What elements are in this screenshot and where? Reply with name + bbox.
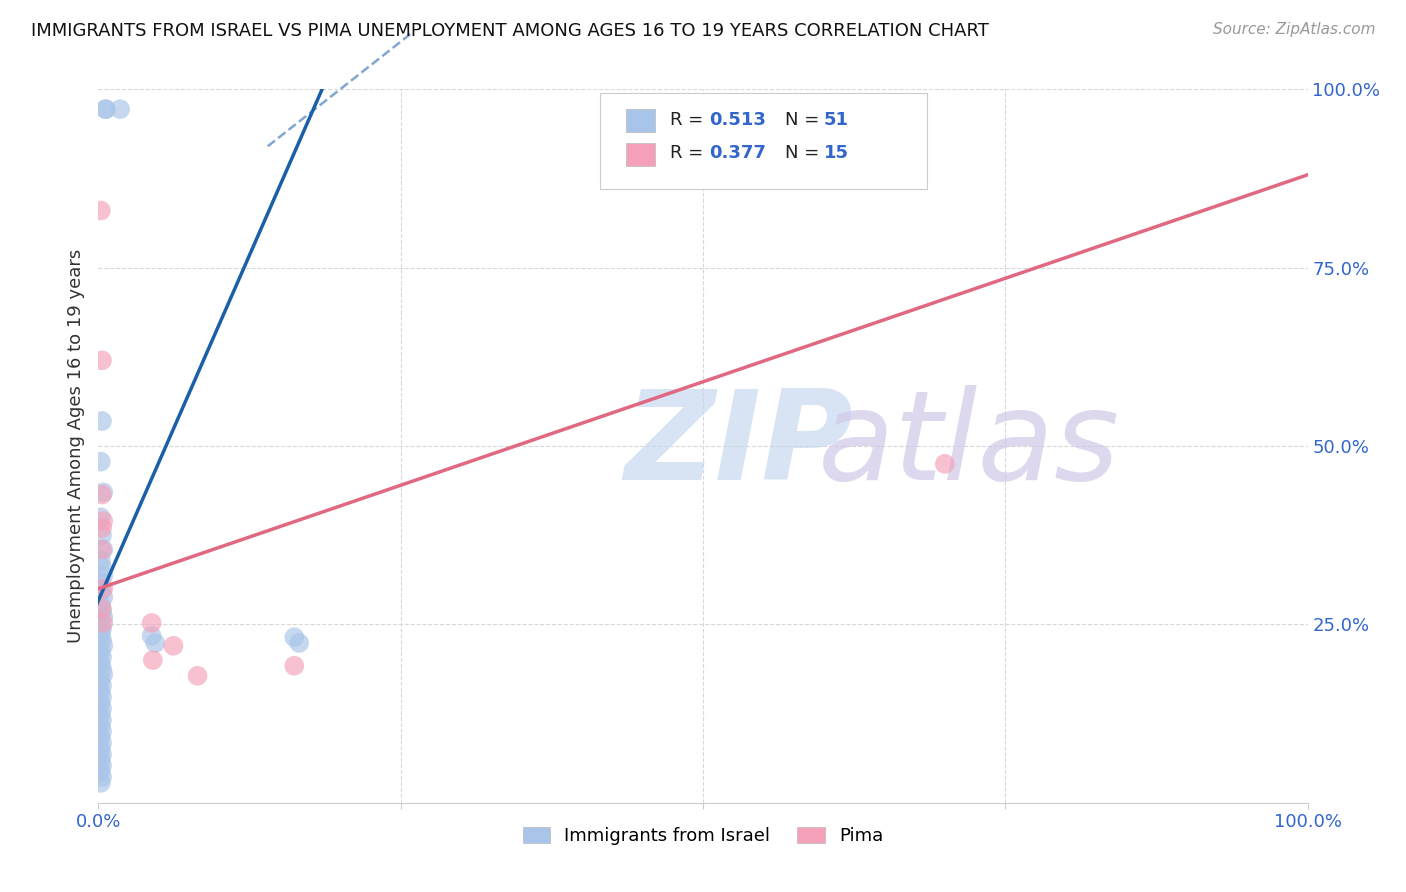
Text: 0.513: 0.513	[709, 111, 766, 128]
Point	[91, 690, 114, 705]
Text: R =: R =	[671, 145, 710, 162]
Point	[91, 583, 114, 598]
Point	[283, 630, 305, 644]
Point	[90, 696, 112, 710]
Text: atlas: atlas	[818, 385, 1121, 507]
Text: 0.377: 0.377	[709, 145, 766, 162]
Point	[91, 487, 114, 501]
Point	[91, 521, 114, 535]
Point	[91, 601, 114, 615]
Point	[90, 741, 112, 756]
Point	[90, 598, 112, 612]
Point	[934, 457, 956, 471]
Point	[91, 582, 114, 596]
Point	[90, 707, 112, 722]
Point	[91, 667, 114, 681]
Point	[90, 615, 112, 630]
Point	[91, 569, 114, 583]
Point	[90, 576, 112, 591]
Text: N =: N =	[785, 145, 825, 162]
Point	[91, 605, 114, 619]
Point	[91, 724, 114, 739]
Point	[90, 553, 112, 567]
Point	[141, 629, 163, 643]
Text: R =: R =	[671, 111, 710, 128]
Y-axis label: Unemployment Among Ages 16 to 19 years: Unemployment Among Ages 16 to 19 years	[66, 249, 84, 643]
Point	[162, 639, 184, 653]
Point	[91, 485, 114, 500]
Point	[91, 770, 114, 784]
Point	[91, 633, 114, 648]
Point	[108, 102, 131, 116]
Point	[90, 719, 112, 733]
Text: 51: 51	[824, 111, 849, 128]
Point	[91, 679, 114, 693]
Point	[91, 622, 114, 636]
Point	[91, 414, 114, 428]
Point	[91, 758, 114, 772]
Legend: Immigrants from Israel, Pima: Immigrants from Israel, Pima	[513, 818, 893, 855]
Point	[288, 636, 311, 650]
Point	[90, 203, 112, 218]
Text: N =: N =	[785, 111, 825, 128]
Point	[94, 102, 117, 116]
Point	[91, 353, 114, 368]
Point	[90, 753, 112, 767]
Point	[91, 591, 114, 605]
Point	[90, 455, 112, 469]
Point	[91, 514, 114, 528]
Text: Source: ZipAtlas.com: Source: ZipAtlas.com	[1212, 22, 1375, 37]
Point	[91, 542, 114, 557]
Point	[91, 615, 114, 630]
Point	[91, 747, 114, 762]
Point	[91, 528, 114, 542]
Point	[94, 102, 117, 116]
Point	[90, 764, 112, 779]
FancyBboxPatch shape	[626, 109, 655, 132]
Point	[90, 730, 112, 744]
FancyBboxPatch shape	[626, 143, 655, 166]
Point	[90, 510, 112, 524]
Point	[90, 684, 112, 698]
Point	[90, 627, 112, 641]
Text: IMMIGRANTS FROM ISRAEL VS PIMA UNEMPLOYMENT AMONG AGES 16 TO 19 YEARS CORRELATIO: IMMIGRANTS FROM ISRAEL VS PIMA UNEMPLOYM…	[31, 22, 988, 40]
Point	[283, 658, 305, 673]
Text: ZIP: ZIP	[624, 385, 853, 507]
Point	[187, 669, 209, 683]
Point	[91, 662, 114, 676]
Point	[143, 636, 166, 650]
Point	[91, 560, 114, 574]
Text: 15: 15	[824, 145, 849, 162]
Point	[90, 776, 112, 790]
Point	[90, 644, 112, 658]
Point	[142, 653, 165, 667]
Point	[91, 713, 114, 727]
Point	[91, 610, 114, 624]
Point	[90, 656, 112, 670]
Point	[91, 701, 114, 715]
Point	[91, 639, 114, 653]
Point	[141, 615, 163, 630]
Point	[91, 736, 114, 750]
Point	[90, 673, 112, 687]
Point	[91, 650, 114, 665]
FancyBboxPatch shape	[600, 93, 927, 189]
Point	[91, 542, 114, 557]
